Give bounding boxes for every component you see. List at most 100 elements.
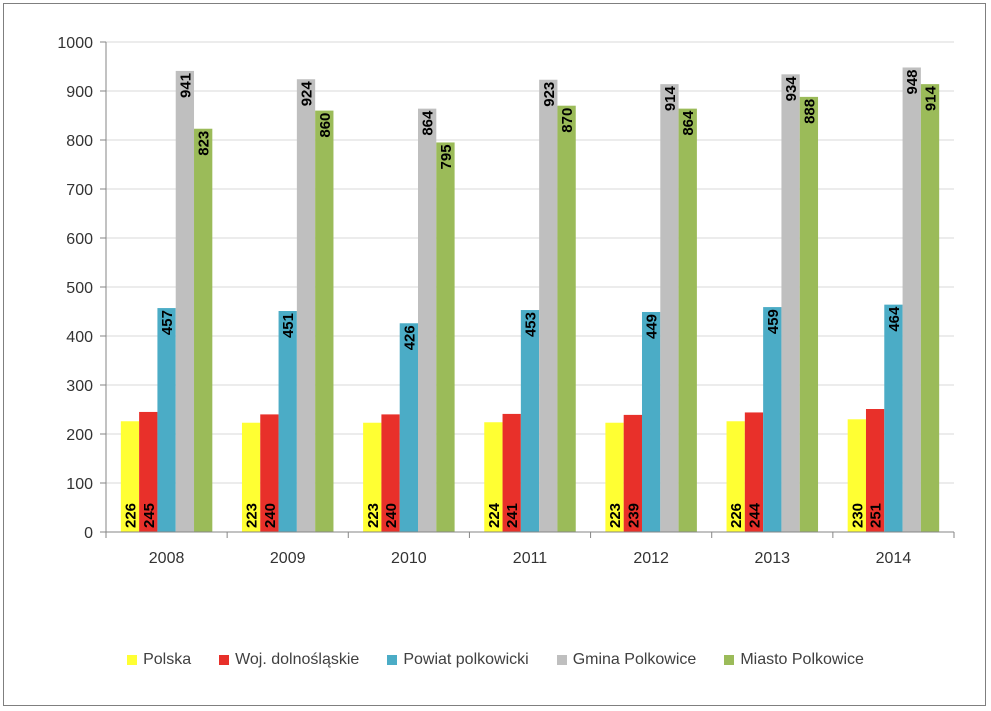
data-label: 451 <box>280 313 297 338</box>
legend-item: Woj. dolnośląskie <box>219 651 359 669</box>
y-tick-label: 800 <box>66 133 93 150</box>
data-label: 795 <box>438 144 455 169</box>
data-label: 941 <box>177 73 194 98</box>
bar <box>120 421 140 532</box>
data-label: 948 <box>904 69 921 94</box>
bar <box>865 409 885 532</box>
data-label: 223 <box>607 503 624 528</box>
bar <box>418 108 437 532</box>
y-tick-label: 100 <box>66 476 93 493</box>
bar <box>139 411 158 532</box>
bar <box>763 307 782 532</box>
legend-item: Powiat polkowicki <box>387 651 529 669</box>
bar <box>884 304 903 532</box>
data-label: 426 <box>401 325 418 350</box>
bar <box>605 422 624 532</box>
bar <box>920 84 940 532</box>
bar <box>726 421 745 532</box>
data-label: 870 <box>559 108 576 133</box>
data-label: 226 <box>728 503 745 528</box>
data-label: 230 <box>849 503 866 528</box>
legend-item: Gmina Polkowice <box>556 651 697 669</box>
data-label: 453 <box>523 312 540 337</box>
x-tick-label: 2012 <box>633 550 669 567</box>
legend-label: Powiat polkowicki <box>403 651 529 668</box>
x-tick-label: 2011 <box>513 550 548 567</box>
bar <box>260 414 279 532</box>
data-label: 245 <box>141 503 158 528</box>
data-label: 240 <box>262 503 279 528</box>
bar <box>660 84 679 532</box>
bar <box>799 96 819 532</box>
legend-swatch <box>556 655 567 665</box>
legend-label: Gmina Polkowice <box>572 651 697 668</box>
y-tick-label: 900 <box>66 84 93 101</box>
data-label: 459 <box>765 309 782 334</box>
data-label: 226 <box>122 503 139 528</box>
legend-label: Polska <box>143 651 192 668</box>
bar <box>399 323 419 532</box>
data-label: 888 <box>801 99 818 124</box>
y-tick-label: 500 <box>66 280 93 297</box>
bar <box>175 70 195 532</box>
bars <box>120 67 940 533</box>
bar <box>241 422 261 532</box>
data-labels: 226 223 223 224 223 226 230 245 240 240 241 239 244 2… <box>122 69 939 528</box>
bar <box>194 128 213 533</box>
y-tick-label: 0 <box>84 525 93 542</box>
x-axis: 2008 2009 2010 2011 2012 2013 2014 <box>105 531 955 567</box>
data-label: 241 <box>504 503 521 528</box>
bar <box>744 412 764 532</box>
legend-swatch <box>724 655 735 665</box>
data-label: 251 <box>868 503 885 528</box>
data-label: 934 <box>783 76 800 102</box>
y-tick-label: 1000 <box>57 35 93 52</box>
y-tick-label: 400 <box>66 329 93 346</box>
legend-swatch <box>387 655 398 665</box>
bar <box>484 422 503 532</box>
bar <box>623 414 642 532</box>
data-label: 924 <box>299 81 316 107</box>
x-tick-label: 2008 <box>149 550 185 567</box>
x-tick-label: 2009 <box>270 550 306 567</box>
data-label: 914 <box>923 85 940 111</box>
bar <box>315 110 334 532</box>
bar <box>436 142 455 532</box>
bar <box>847 419 866 532</box>
data-label: 244 <box>746 502 763 528</box>
data-label: 449 <box>644 314 661 339</box>
bar <box>278 311 297 532</box>
bar <box>902 67 921 532</box>
data-label: 864 <box>680 110 697 136</box>
bar <box>502 413 521 532</box>
bar <box>557 105 576 532</box>
x-tick-label: 2010 <box>391 550 427 567</box>
legend-label: Miasto Polkowice <box>740 651 864 668</box>
y-tick-label: 600 <box>66 231 93 248</box>
data-label: 223 <box>244 503 261 528</box>
y-tick-label: 700 <box>66 182 93 199</box>
data-label: 914 <box>662 85 679 111</box>
legend-item: Miasto Polkowice <box>724 651 864 669</box>
legend-label: Woj. dolnośląskie <box>235 651 360 668</box>
data-label: 860 <box>317 113 334 138</box>
y-tick-label: 200 <box>66 427 93 444</box>
bar <box>363 422 382 532</box>
x-tick-label: 2014 <box>876 550 912 567</box>
data-label: 457 <box>159 310 176 335</box>
bar <box>520 310 540 532</box>
bar <box>157 308 176 532</box>
bar <box>296 79 316 533</box>
y-tick-label: 300 <box>66 378 93 395</box>
data-label: 224 <box>486 502 503 528</box>
data-label: 864 <box>420 110 437 136</box>
legend-item: Polska <box>127 651 191 669</box>
bar <box>641 311 661 532</box>
bar <box>539 79 558 532</box>
data-label: 923 <box>541 82 558 107</box>
legend: Polska Woj. dolnośląskie Powiat polkowicki… <box>0 648 991 672</box>
bar <box>678 108 697 532</box>
bar <box>781 74 800 532</box>
legend-swatch <box>219 655 230 665</box>
